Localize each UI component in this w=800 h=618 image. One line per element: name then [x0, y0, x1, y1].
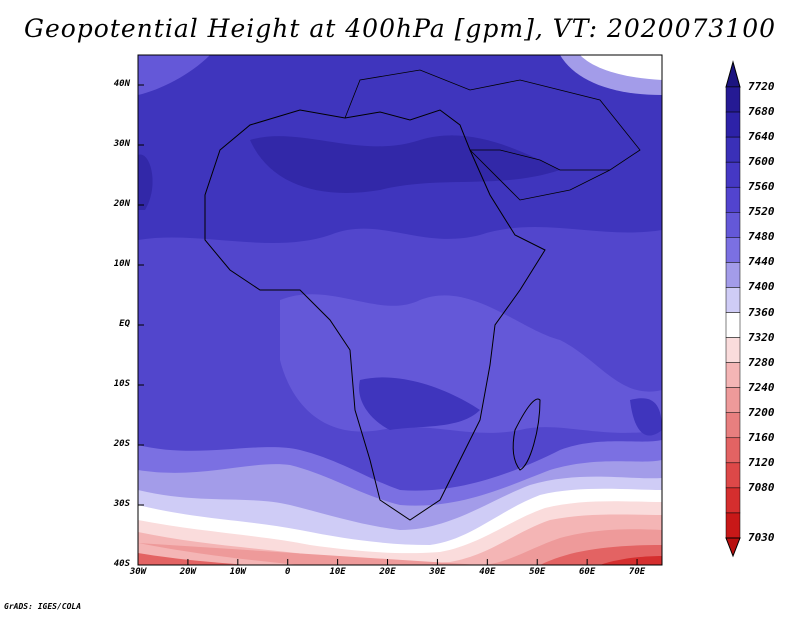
colorbar-level-label: 7560 [748, 180, 775, 194]
colorbar-segment [725, 487, 741, 514]
colorbar-level-label: 7030 [748, 531, 775, 544]
lon-label: 60E [579, 567, 596, 577]
colorbar-level-label: 7120 [748, 455, 775, 469]
colorbar-level-label: 7400 [748, 280, 775, 294]
colorbar-level-label: 7200 [748, 405, 775, 419]
lon-label: 10W [229, 567, 246, 577]
lat-label: 20S [113, 439, 130, 449]
colorbar-segment [725, 337, 741, 363]
lon-label: 20W [179, 567, 197, 577]
colorbar-segment [725, 262, 741, 288]
lon-label: 30E [429, 567, 446, 577]
colorbar-segment [725, 512, 741, 539]
lon-label: 10E [329, 567, 346, 577]
height-field [138, 55, 662, 565]
lat-label: 10S [113, 379, 130, 389]
colorbar-level-label: 7360 [748, 305, 775, 319]
colorbar-level-label: 7480 [748, 230, 775, 244]
colorbar-segment [725, 312, 741, 338]
colorbar-level-label: 7280 [748, 355, 775, 369]
colorbar-level-label: 7320 [748, 330, 775, 344]
colorbar-segment [725, 362, 741, 388]
colorbar-segment [725, 237, 741, 263]
lat-label: 40N [113, 79, 130, 89]
colorbar-segment [725, 86, 741, 113]
lat-label: 10N [113, 259, 130, 269]
lon-label: 50E [529, 567, 546, 577]
colorbar-segment [725, 287, 741, 313]
colorbar-segment [725, 437, 741, 464]
colorbar-level-label: 7080 [748, 480, 775, 494]
map-title: Geopotential Height at 400hPa [gpm], VT:… [23, 14, 777, 43]
colorbar-segment [725, 387, 741, 413]
colorbar-segment [725, 186, 741, 213]
lon-label: 40E [479, 567, 496, 577]
lon-label: 20E [379, 567, 396, 577]
colorbar-segment [725, 462, 741, 489]
axis-ticks [137, 84, 638, 566]
colorbar-level-label: 7720 [748, 80, 775, 93]
lat-label: 30N [113, 139, 130, 149]
colorbar-level-label: 7640 [748, 130, 775, 144]
map-frame [137, 54, 663, 566]
lon-label: 0 [284, 567, 291, 577]
lat-label: 40S [113, 559, 130, 569]
colorbar-segment [725, 111, 741, 138]
colorbar-level-label: 7600 [748, 155, 775, 169]
colorbar-bottom-arrow [725, 537, 741, 558]
grads-credit: GrADS: IGES/COLA [4, 602, 82, 611]
colorbar-segment [725, 161, 741, 188]
lat-label: EQ [119, 319, 130, 329]
colorbar-segment [725, 412, 741, 439]
colorbar-level-label: 7240 [748, 380, 775, 394]
colorbar-segment [725, 136, 741, 163]
colorbar-segment [725, 212, 741, 238]
colorbar-level-label: 7680 [748, 105, 775, 119]
lon-label: 70E [628, 567, 646, 577]
colorbar [725, 60, 741, 558]
lon-label: 30W [129, 567, 147, 577]
lat-label: 30S [113, 499, 130, 509]
colorbar-level-label: 7160 [748, 430, 775, 444]
colorbar-top-arrow [725, 60, 741, 88]
lat-label: 20N [113, 199, 130, 209]
colorbar-level-label: 7440 [748, 255, 775, 269]
colorbar-level-label: 7520 [748, 205, 775, 219]
